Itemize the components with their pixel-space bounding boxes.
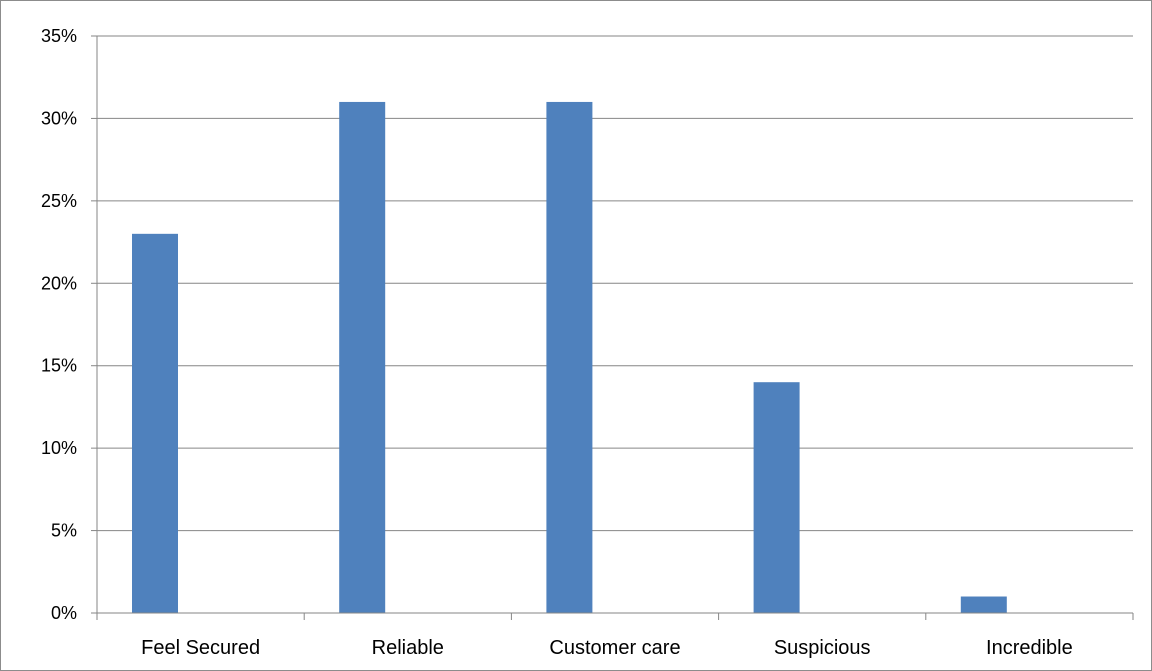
bar-feel-secured [132,233,178,614]
y-tick-label: 5% [51,521,77,541]
x-tick-label: Feel Secured [141,637,260,659]
bar-incredible [960,596,1007,613]
gridlines [97,35,1133,532]
y-tick-label: 10% [41,438,77,458]
bar-customer-care [546,101,593,613]
y-tick-label: 35% [41,26,77,46]
bars [132,101,1007,614]
x-tick-label: Suspicious [774,637,871,659]
y-tick-label: 30% [41,108,77,128]
bar-reliable [339,101,386,613]
bar-suspicious [753,382,800,613]
axes [91,35,1134,620]
x-tick-label: Reliable [372,637,444,659]
x-tick-label: Incredible [986,637,1073,659]
x-tick-labels: Feel Secured Reliable Customer care Suspici… [141,637,1073,659]
y-tick-label: 15% [41,356,77,376]
y-tick-label: 20% [41,273,77,293]
y-tick-labels: 0% 5% 10% 15% 20% 25% 30% 35% [41,26,77,623]
x-tick-label: Customer care [549,637,680,659]
y-tick-label: 0% [51,603,77,623]
y-tick-label: 25% [41,191,77,211]
